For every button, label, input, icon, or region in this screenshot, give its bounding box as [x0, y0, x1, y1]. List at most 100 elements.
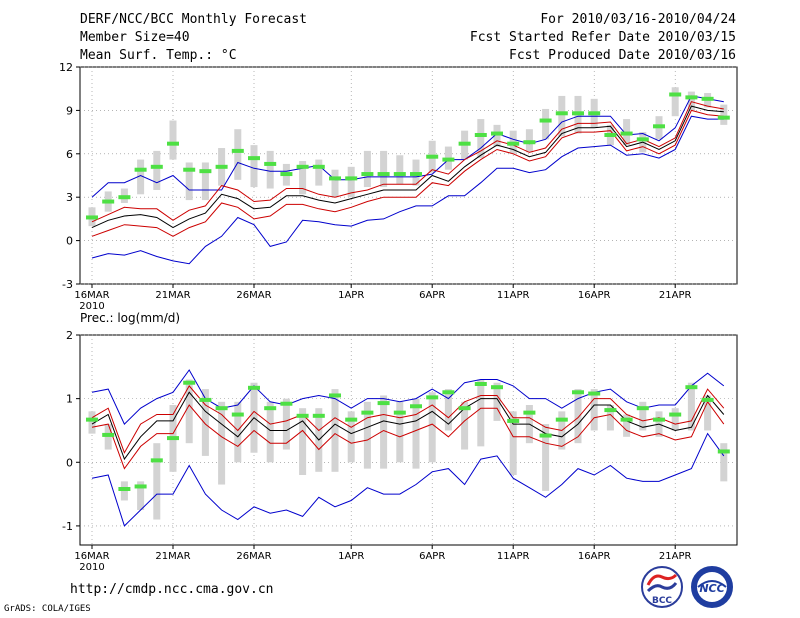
spread-bar: [428, 392, 436, 463]
spread-bar: [347, 411, 355, 463]
ensemble-mark: [280, 172, 293, 177]
ensemble-mark: [102, 199, 115, 204]
ensemble-mark: [604, 132, 617, 137]
y-tick-label: 12: [59, 61, 73, 74]
ensemble-mark: [717, 115, 730, 120]
source-url[interactable]: http://cmdp.ncc.cma.gov.cn: [70, 582, 274, 597]
ensemble-mark: [685, 385, 698, 390]
spread-bar: [671, 87, 679, 117]
ensemble-mark: [572, 390, 584, 395]
x-tick-label: 26MAR: [236, 551, 271, 562]
ensemble-mark: [717, 449, 730, 454]
spread-bar: [153, 150, 161, 190]
member-size: Member Size=40: [80, 30, 190, 45]
spread-bar: [412, 398, 420, 469]
ensemble-mark: [491, 385, 503, 390]
y-tick-label: 0: [66, 456, 73, 469]
ensemble-mark: [183, 167, 196, 172]
ensemble-mark: [669, 92, 682, 97]
spread-bar: [266, 150, 274, 189]
ensemble-mark: [248, 156, 260, 161]
spread-bar: [590, 389, 598, 431]
ensemble-mark: [410, 404, 422, 409]
spread-bar: [509, 411, 517, 475]
spread-bar: [153, 443, 161, 520]
ensemble-mark: [653, 417, 665, 422]
ensemble-mark: [604, 408, 617, 413]
x-tick-label: 16MAR: [74, 551, 109, 562]
spread-bar: [380, 150, 388, 188]
ensemble-mark: [102, 432, 115, 437]
spread-bar: [266, 401, 274, 463]
spread-bar: [137, 481, 145, 510]
spread-bar: [720, 104, 728, 125]
spread-bar: [606, 405, 614, 431]
y-tick-label: 6: [66, 148, 73, 161]
ensemble-mark: [264, 161, 277, 166]
ensemble-mark: [572, 111, 584, 116]
ensemble-mark: [442, 157, 455, 162]
x-tick-label: 16APR: [578, 551, 611, 562]
ensemble-mark: [215, 164, 228, 169]
spread-bar: [542, 424, 550, 491]
ensemble-mark: [199, 397, 212, 402]
ensemble-mark: [312, 413, 325, 418]
x-tick-label: 6APR: [419, 551, 445, 562]
ensemble-mark: [426, 395, 439, 400]
ncc-logo: NCC: [691, 566, 733, 608]
spread-bar: [201, 389, 209, 456]
ensemble-mark: [377, 172, 390, 177]
spread-bar: [347, 166, 355, 198]
series-line-upper: [91, 95, 724, 198]
bcc-logo: BCC: [641, 566, 683, 608]
ensemble-mark: [620, 417, 633, 422]
ensemble-mark: [507, 141, 520, 146]
spread-bar: [380, 395, 388, 469]
spread-bar: [574, 389, 582, 444]
x-tick-label: 11APR: [497, 551, 530, 562]
ensemble-mark: [474, 382, 487, 386]
ensemble-mark: [458, 406, 471, 411]
ensemble-mark: [264, 406, 277, 411]
started-date: Fcst Started Refer Date 2010/03/15: [469, 30, 736, 45]
ensemble-mark: [523, 140, 536, 145]
spread-bar: [185, 162, 193, 201]
ensemble-mark: [620, 131, 633, 136]
spread-bar: [444, 389, 452, 431]
ensemble-mark: [393, 410, 406, 415]
ensemble-mark: [199, 169, 212, 174]
series-line-median: [91, 391, 725, 461]
ensemble-mark: [442, 390, 455, 395]
plot-frame: [79, 66, 738, 285]
ncc-logo-text: NCC: [699, 582, 724, 595]
variable-label: Mean Surf. Temp.: °C: [80, 48, 237, 63]
ensemble-mark: [296, 164, 309, 169]
ensemble-mark: [507, 418, 520, 423]
ensemble-mark: [361, 172, 374, 177]
spread-bar: [88, 411, 96, 434]
spread-bar: [218, 401, 226, 485]
ensemble-mark: [329, 393, 341, 398]
series-line-upper: [91, 369, 725, 425]
x-tick-label: 11APR: [497, 290, 530, 301]
chart-title: DERF/NCC/BCC Monthly Forecast: [80, 12, 307, 27]
forecast-period: For 2010/03/16-2010/04/24: [540, 12, 736, 27]
ensemble-mark: [653, 124, 665, 129]
series-line-q1: [91, 109, 724, 237]
spread-bar: [477, 119, 485, 159]
x-year-label: 2010: [79, 301, 104, 312]
spread-bar: [363, 401, 371, 469]
ensemble-mark: [491, 131, 503, 136]
ensemble-mark: [701, 96, 714, 101]
ensemble-mark: [377, 401, 390, 406]
spread-bar: [234, 401, 242, 463]
x-tick-label: 6APR: [419, 290, 445, 301]
spread-bar: [299, 408, 307, 475]
spread-bar: [542, 108, 550, 140]
ensemble-mark: [248, 385, 260, 390]
y-tick-label: 3: [66, 191, 73, 204]
series-line-median: [91, 105, 724, 229]
spread-bar: [623, 414, 631, 437]
y-tick-label: 0: [66, 235, 73, 248]
